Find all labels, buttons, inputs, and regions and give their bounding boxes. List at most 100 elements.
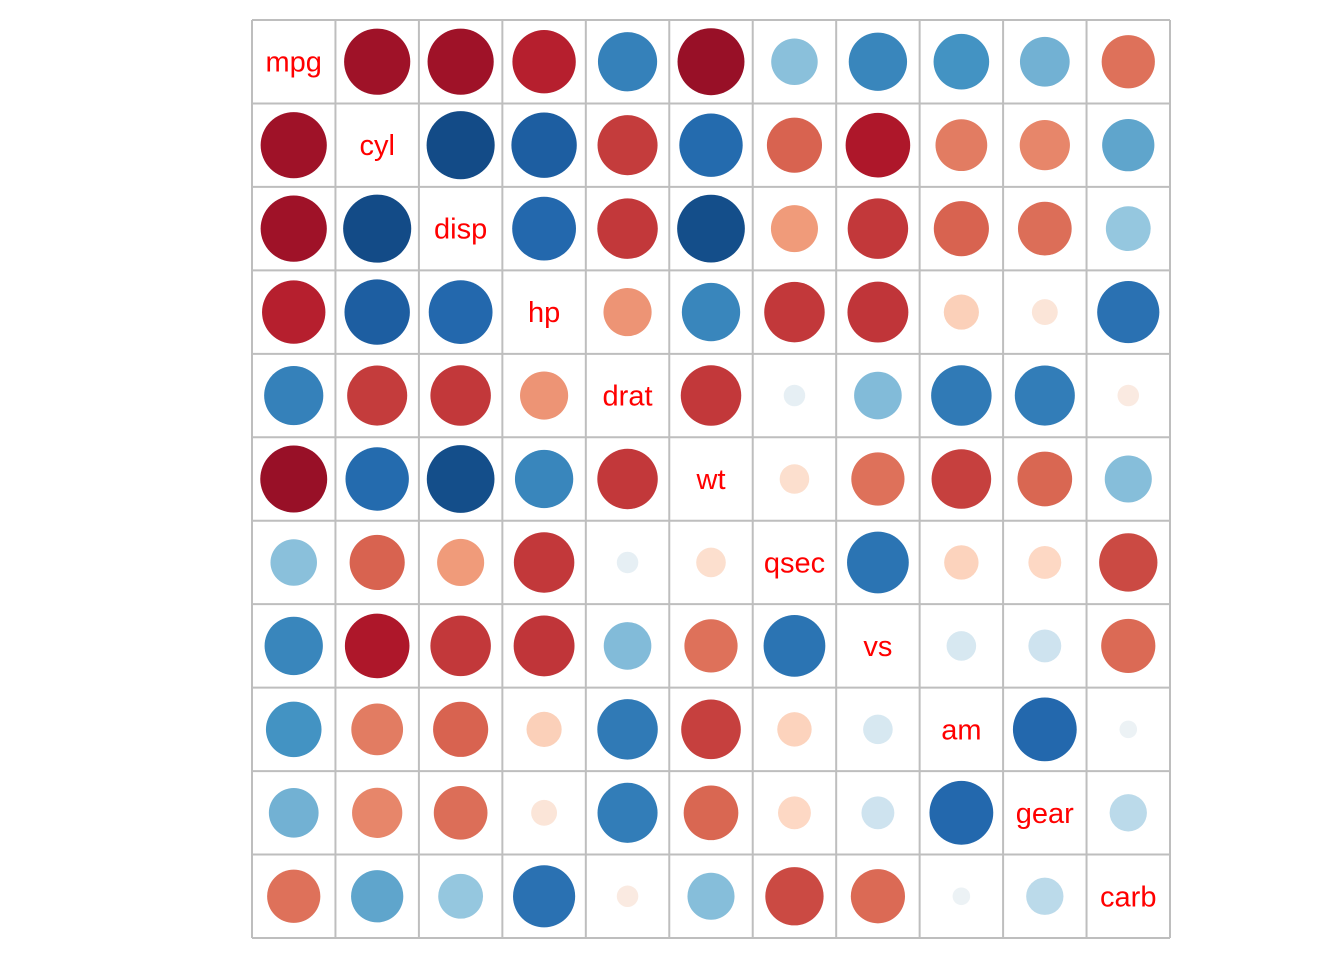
corr-circle-disp-carb [1105,206,1151,252]
corr-circle-am-wt [681,699,741,760]
corr-circle-drat-am [931,365,992,426]
corr-circle-disp-drat [597,198,658,259]
variable-label-drat: drat [603,381,653,413]
corr-circle-am-vs [863,714,893,745]
corr-circle-hp-am [943,294,979,330]
corr-circle-gear-vs [861,796,895,830]
corr-circle-wt-qsec [779,464,810,494]
corr-circle-wt-carb [1104,455,1152,503]
corr-circle-qsec-am [944,545,979,580]
variable-label-cyl: cyl [359,130,394,162]
corr-circle-drat-disp [430,365,491,426]
corr-circle-hp-cyl [344,279,410,345]
corr-circle-gear-drat [597,782,658,843]
corr-circle-disp-am [933,201,989,257]
corr-circle-hp-mpg [262,280,326,344]
corr-circle-drat-mpg [264,365,324,426]
corr-circle-mpg-hp [512,30,576,94]
corr-circle-am-disp [433,701,489,757]
corr-circle-cyl-vs [845,112,911,178]
corr-circle-mpg-cyl [344,28,411,95]
corr-circle-carb-drat [616,885,639,908]
corr-circle-carb-cyl [351,870,404,923]
corr-circle-am-mpg [265,701,322,758]
corr-circle-disp-wt [677,194,745,263]
corr-circle-vs-disp [430,615,491,677]
variable-label-wt: wt [696,464,726,496]
corr-circle-hp-vs [847,281,909,343]
corr-circle-carb-gear [1026,877,1064,915]
corr-circle-disp-qsec [770,205,818,253]
variable-label-gear: gear [1016,798,1074,830]
corr-circle-vs-gear [1028,629,1062,663]
corr-circle-disp-hp [512,196,576,261]
corr-circle-wt-disp [426,445,495,513]
corr-circle-qsec-gear [1028,546,1062,579]
corr-circle-carb-qsec [765,867,824,926]
corr-circle-cyl-gear [1019,120,1070,171]
corr-circle-drat-hp [520,371,569,420]
corr-circle-mpg-gear [1019,36,1070,87]
corr-circle-mpg-drat [597,32,658,92]
corr-circle-drat-vs [854,371,902,420]
corr-circle-qsec-disp [437,538,485,586]
corr-circle-qsec-mpg [270,539,317,586]
variable-label-mpg: mpg [266,47,322,79]
corr-circle-drat-gear [1014,365,1075,426]
corr-circle-qsec-hp [513,532,575,593]
corr-circle-cyl-hp [511,112,577,178]
corr-circle-drat-qsec [783,384,806,407]
corr-circle-drat-wt [680,365,742,426]
corr-circle-qsec-wt [696,547,726,578]
corr-circle-gear-mpg [268,787,319,838]
corr-circle-gear-qsec [778,796,811,830]
corr-circle-qsec-carb [1099,533,1158,592]
corr-circle-mpg-wt [677,28,745,96]
corr-circle-gear-hp [531,799,558,826]
corr-circle-vs-am [946,631,977,661]
corr-circle-carb-vs [850,869,906,924]
variable-label-hp: hp [528,297,560,329]
variable-label-disp: disp [434,214,487,246]
corr-circle-gear-am [929,780,994,845]
corr-circle-mpg-disp [427,28,494,95]
corr-circle-disp-cyl [343,194,412,263]
corr-circle-cyl-qsec [766,117,823,173]
corr-circle-hp-disp [428,280,493,344]
corr-circle-disp-vs [847,198,909,259]
variable-label-am: am [941,714,981,746]
corr-circle-vs-qsec [763,615,826,677]
corr-circle-vs-carb [1101,618,1156,674]
corr-circle-drat-carb [1117,384,1140,407]
corr-circle-carb-hp [513,865,576,928]
corr-circle-hp-gear [1031,299,1058,326]
corr-circle-am-drat [597,699,658,760]
corr-circle-mpg-vs [848,32,908,91]
corr-circle-cyl-disp [426,111,495,180]
corr-circle-carb-am [952,887,971,906]
corr-circle-wt-gear [1017,451,1073,507]
corr-circle-vs-cyl [344,613,410,679]
corr-circle-mpg-carb [1101,35,1155,89]
variable-label-qsec: qsec [764,547,825,579]
corr-circle-hp-wt [681,282,741,342]
corr-circle-wt-vs [851,452,905,506]
corr-circle-vs-drat [603,622,652,670]
corr-circle-mpg-am [933,33,990,90]
corr-circle-cyl-carb [1102,119,1155,172]
variable-label-vs: vs [863,631,892,663]
corr-circle-mpg-qsec [771,38,818,85]
corr-circle-am-carb [1119,720,1138,739]
corr-circle-wt-hp [514,449,574,509]
corr-circle-wt-am [931,449,992,509]
corr-circle-gear-disp [433,785,488,840]
corr-circle-am-hp [526,711,562,747]
corr-circle-am-qsec [777,712,812,747]
variable-label-carb: carb [1100,881,1156,913]
corr-circle-drat-cyl [347,365,408,426]
corr-circle-hp-qsec [764,281,825,343]
corr-circle-am-cyl [351,703,404,756]
corr-circle-wt-drat [597,448,658,510]
